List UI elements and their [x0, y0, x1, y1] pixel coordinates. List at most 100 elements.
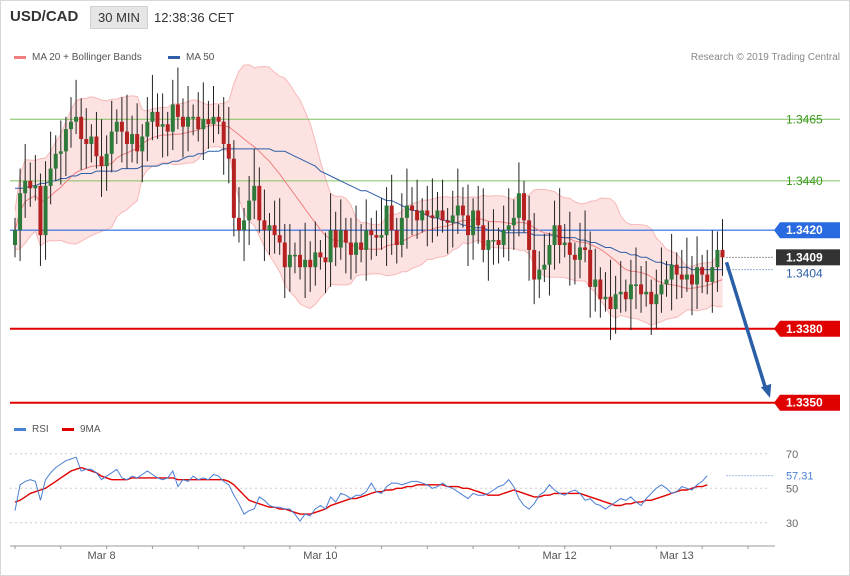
- candle-body: [201, 119, 206, 130]
- candle-body: [206, 119, 211, 125]
- candle-body: [140, 136, 145, 152]
- candle-body: [348, 242, 353, 255]
- candle-body: [13, 230, 17, 245]
- rsi-label: RSI: [32, 424, 49, 435]
- candle-body: [359, 242, 364, 250]
- timeframe-button[interactable]: 30 MIN: [90, 6, 148, 29]
- bollinger-upper: [14, 64, 723, 268]
- candle-body: [221, 121, 226, 144]
- time-label: Mar 13: [660, 550, 694, 562]
- candle-body: [242, 220, 247, 231]
- candle-body: [114, 121, 119, 132]
- rsi-line: [14, 456, 708, 522]
- candle-body: [705, 274, 710, 282]
- candle-body: [287, 254, 292, 268]
- candle-body: [511, 217, 516, 226]
- candle-body: [455, 205, 460, 216]
- candle-body: [720, 249, 725, 258]
- candle-body: [74, 116, 79, 122]
- ma20-line: [14, 124, 723, 289]
- candle-body: [628, 284, 633, 300]
- legend-ma50: MA 50: [168, 52, 214, 63]
- ma50-value-label: 1.3404: [786, 267, 823, 281]
- ma9-line: [14, 466, 708, 515]
- candle-body: [689, 274, 694, 285]
- candle-body: [180, 116, 185, 127]
- level-label: 1.3380: [786, 322, 823, 336]
- candle-body: [53, 153, 58, 169]
- candle-body: [89, 136, 94, 144]
- candle-body: [338, 230, 343, 248]
- candle-body: [63, 129, 68, 152]
- candle-body: [496, 240, 501, 245]
- candle-body: [226, 143, 231, 159]
- candle-body: [649, 291, 654, 305]
- candle-body: [644, 291, 649, 295]
- candle-body: [542, 264, 547, 270]
- candle-body: [623, 291, 628, 300]
- candle-body: [236, 217, 241, 231]
- forecast-arrow-head: [760, 383, 772, 398]
- rsi-swatch: [14, 428, 26, 431]
- candle-body: [608, 296, 613, 310]
- candle-body: [613, 294, 618, 310]
- level-label: 1.3350: [786, 396, 823, 410]
- candle-body: [460, 205, 465, 216]
- candle-body: [272, 225, 277, 236]
- candle-body: [354, 242, 359, 255]
- candle-body: [33, 185, 38, 189]
- candle-body: [79, 116, 84, 140]
- candle-body: [557, 225, 562, 245]
- candle-body: [430, 215, 435, 218]
- candle-body: [471, 210, 476, 236]
- candle-body: [267, 225, 272, 231]
- candle-body: [99, 156, 104, 167]
- candle-body: [583, 247, 588, 250]
- candle-body: [84, 139, 89, 144]
- rsi-axis-label: 30: [786, 518, 798, 530]
- candle-body: [664, 279, 669, 285]
- candle-body: [23, 180, 28, 194]
- candle-body: [216, 116, 221, 122]
- candle-body: [379, 235, 384, 238]
- candle-body: [252, 185, 257, 201]
- candle-body: [333, 230, 338, 248]
- candle-body: [486, 240, 491, 250]
- candle-body: [119, 121, 124, 132]
- candle-body: [715, 249, 720, 268]
- candle-body: [170, 104, 175, 132]
- level-tag: [774, 222, 840, 239]
- candle-body: [522, 193, 526, 221]
- candle-body: [404, 205, 409, 218]
- candle-body: [527, 220, 532, 250]
- candle-body: [211, 116, 216, 125]
- candle-body: [588, 249, 593, 287]
- candle-body: [109, 131, 114, 154]
- candle-body: [28, 180, 33, 189]
- candle-body: [155, 111, 160, 127]
- time-label: Mar 10: [303, 550, 337, 562]
- candle-body: [38, 185, 43, 236]
- candle-body: [654, 294, 659, 305]
- ma20-bb-label: MA 20 + Bollinger Bands: [32, 52, 142, 63]
- candle-body: [415, 210, 420, 221]
- candle-body: [669, 264, 674, 280]
- rsi-axis-label: 70: [786, 449, 798, 461]
- candle-body: [425, 210, 430, 216]
- candle-body: [191, 116, 196, 119]
- legend-ma20-bb: MA 20 + Bollinger Bands: [14, 52, 142, 63]
- candle-body: [262, 220, 267, 231]
- candle-body: [130, 134, 135, 144]
- candle-body: [598, 279, 603, 300]
- candle-body: [476, 210, 481, 226]
- time-label: Mar 12: [543, 550, 577, 562]
- candle-body: [516, 193, 521, 218]
- candle-body: [328, 230, 333, 263]
- candle-body: [94, 136, 99, 157]
- candle-body: [420, 210, 425, 221]
- level-tag: [774, 320, 840, 337]
- candle-body: [384, 205, 389, 236]
- level-tag: [774, 394, 840, 411]
- candle-body: [547, 245, 552, 265]
